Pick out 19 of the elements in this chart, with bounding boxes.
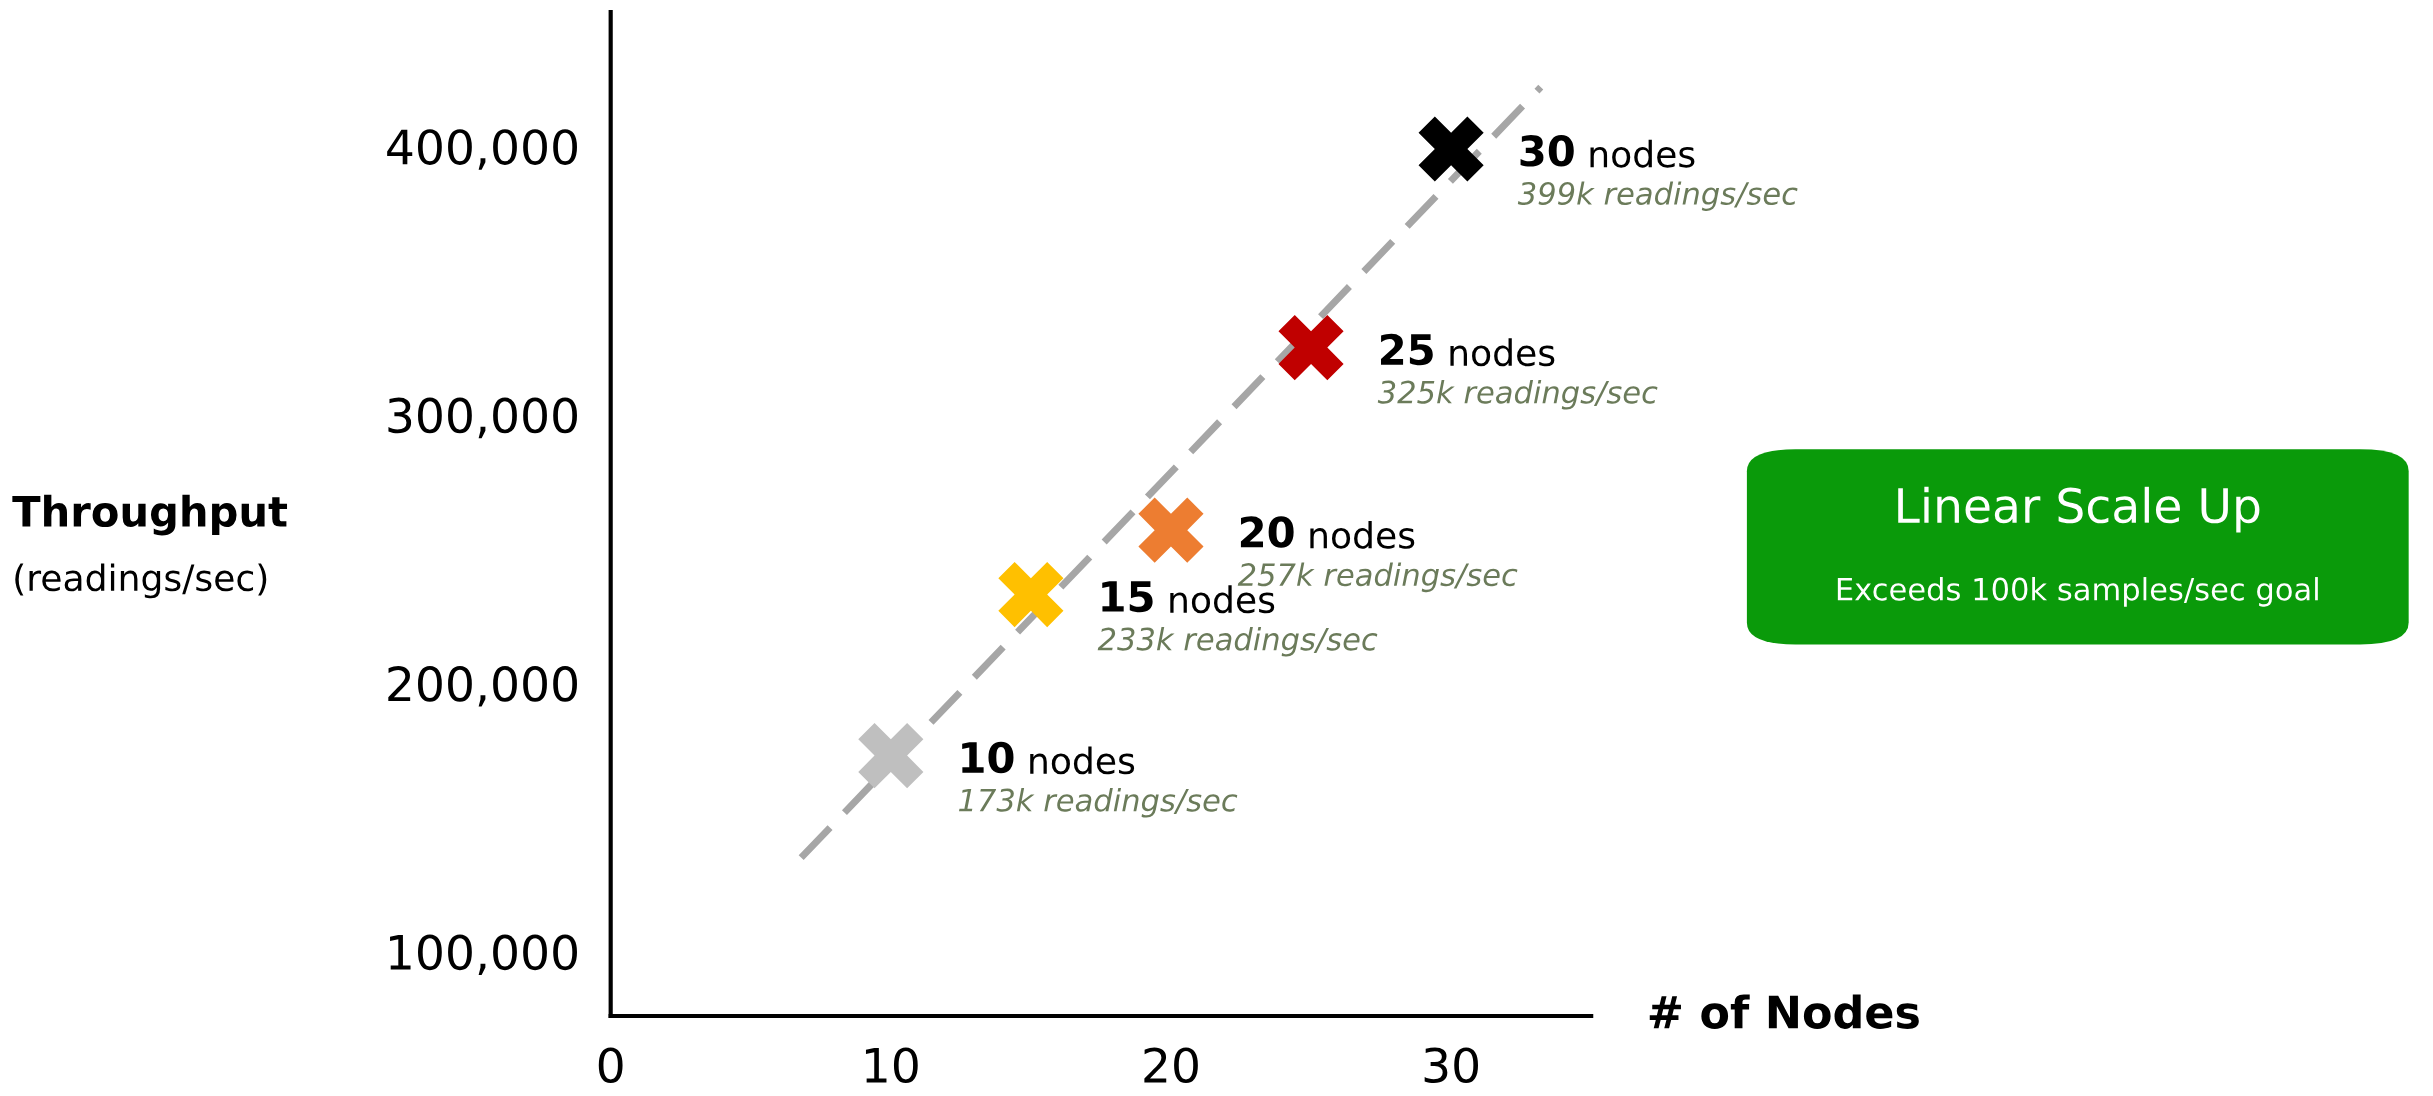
point: [998, 561, 1064, 628]
x-axis-title: # of Nodes: [1649, 994, 1919, 1029]
y-tick-label: 300,000: [388, 397, 577, 439]
y-axis-title: Throughput (readings/sec): [12, 494, 288, 599]
x-tick-label: 20: [1144, 1047, 1198, 1084]
annotation: 30 nodes 399k readings/sec: [1517, 135, 1798, 211]
point: [858, 723, 924, 789]
y-tick-label: 400,000: [387, 129, 577, 170]
annotation: 10 nodes 173k readings/sec: [958, 741, 1238, 818]
point: [1278, 315, 1344, 381]
text: Linear Scale Up Exceeds 100k samples/sec goal: [1837, 486, 2318, 607]
annotation: 25 nodes 325k readings/sec: [1377, 333, 1658, 410]
y-tick-label: 200,000: [388, 666, 577, 707]
x-tick-label: 10: [865, 1047, 918, 1084]
x-tick-label: 0: [598, 1047, 623, 1084]
x-tick-label: 30: [1424, 1047, 1479, 1084]
y-tick-label: 100,000: [390, 934, 577, 975]
point: [1138, 497, 1204, 563]
point: [1418, 116, 1484, 182]
